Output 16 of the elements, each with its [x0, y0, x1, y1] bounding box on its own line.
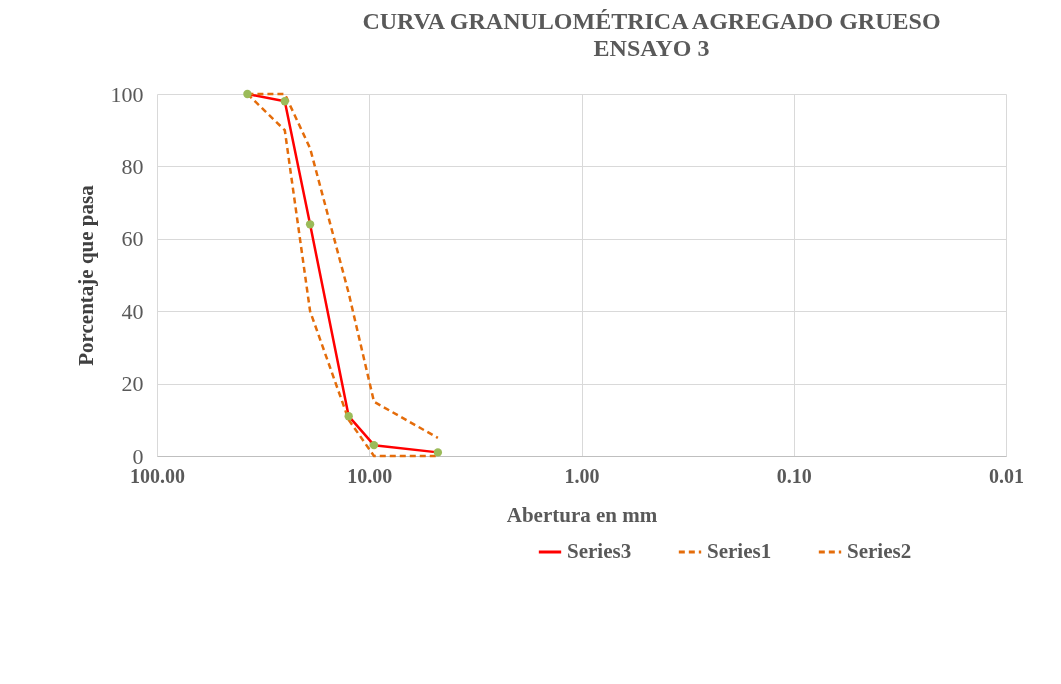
chart-title: CURVA GRANULOMÉTRICA AGREGADO GRUESO — [362, 8, 941, 34]
y-tick-label: 100 — [110, 81, 144, 107]
x-axis-title: Abertura en mm — [506, 502, 658, 527]
y-tick-label: 60 — [121, 226, 144, 252]
legend-label: Series2 — [847, 539, 912, 563]
x-tick-label: 0.10 — [776, 464, 812, 487]
y-tick-label: 40 — [121, 298, 144, 324]
x-tick-label: 10.00 — [347, 464, 393, 487]
y-axis-title: Porcentaje que pasa — [73, 184, 98, 366]
x-tick-label: 1.00 — [564, 464, 600, 487]
y-tick-label: 80 — [121, 153, 144, 179]
legend-label: Series1 — [707, 539, 772, 563]
y-tick-label: 20 — [121, 371, 144, 397]
x-tick-label: 0.01 — [989, 464, 1024, 487]
legend-label: Series3 — [567, 539, 632, 563]
chart-subtitle: ENSAYO 3 — [593, 35, 710, 61]
